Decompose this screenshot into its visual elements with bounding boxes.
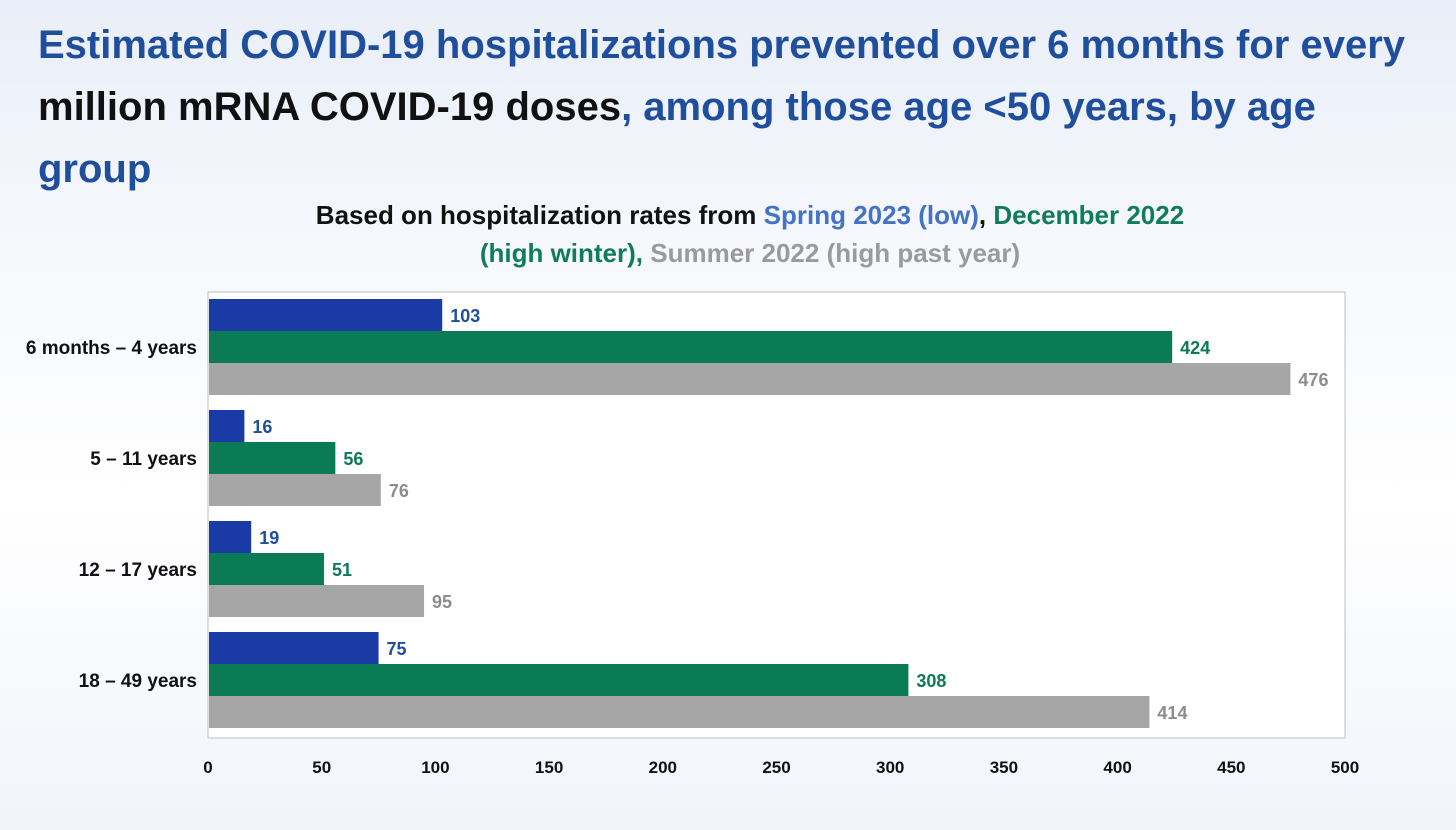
x-tick-label-7: 350 <box>990 758 1018 777</box>
data-label-2-2: 95 <box>432 592 452 612</box>
x-tick-label-8: 400 <box>1103 758 1131 777</box>
data-label-0-0: 103 <box>450 306 480 326</box>
subtitle-summer: Summer 2022 (high past year) <box>650 238 1021 268</box>
chart-subtitle: Based on hospitalization rates from Spri… <box>300 196 1200 272</box>
category-label-0: 6 months – 4 years <box>26 338 197 359</box>
bar-0-1 <box>209 331 1173 363</box>
bar-3-0 <box>209 632 379 664</box>
data-label-2-0: 19 <box>259 528 279 548</box>
data-label-3-2: 414 <box>1157 703 1187 723</box>
x-tick-label-3: 150 <box>535 758 563 777</box>
data-label-3-0: 75 <box>387 639 407 659</box>
title-text: , among those age <50 years, by age grou… <box>38 85 1316 191</box>
data-label-3-1: 308 <box>916 671 946 691</box>
x-tick-label-6: 300 <box>876 758 904 777</box>
subtitle-winter: , <box>635 238 651 268</box>
category-label-3: 18 – 49 years <box>79 671 197 692</box>
category-label-1: 5 – 11 years <box>90 449 197 470</box>
title-text: Estimated COVID-19 hospitalizations prev… <box>38 23 1406 67</box>
data-label-2-1: 51 <box>332 560 352 580</box>
subtitle-low: Spring 2023 (low) <box>763 200 979 230</box>
x-tick-label-5: 250 <box>762 758 790 777</box>
x-tick-label-10: 500 <box>1331 758 1359 777</box>
slide-title: Estimated COVID-19 hospitalizations prev… <box>38 14 1428 200</box>
data-label-1-2: 76 <box>389 481 409 501</box>
data-label-0-2: 476 <box>1298 370 1328 390</box>
bar-3-1 <box>209 664 909 696</box>
subtitle-winter: December 2022 (high winter) <box>479 200 1185 268</box>
bar-2-1 <box>209 553 324 585</box>
bar-1-2 <box>209 474 381 506</box>
bar-3-2 <box>209 696 1150 728</box>
x-tick-label-0: 0 <box>203 758 212 777</box>
subtitle-plain: , <box>978 200 994 230</box>
data-label-1-0: 16 <box>252 417 272 437</box>
bar-1-1 <box>209 442 336 474</box>
subtitle-plain: Based on hospitalization rates from <box>315 200 764 230</box>
data-label-1-1: 56 <box>343 449 363 469</box>
bar-0-2 <box>209 363 1291 395</box>
bar-2-2 <box>209 585 425 617</box>
bar-0-0 <box>209 299 443 331</box>
x-tick-label-4: 200 <box>649 758 677 777</box>
category-label-2: 12 – 17 years <box>79 560 197 581</box>
bar-2-0 <box>209 521 252 553</box>
x-tick-label-1: 50 <box>312 758 331 777</box>
bar-1-0 <box>209 410 245 442</box>
title-highlight: million mRNA COVID-19 doses <box>38 85 622 129</box>
x-tick-label-2: 100 <box>421 758 449 777</box>
data-label-0-1: 424 <box>1180 338 1210 358</box>
x-tick-label-9: 450 <box>1217 758 1245 777</box>
